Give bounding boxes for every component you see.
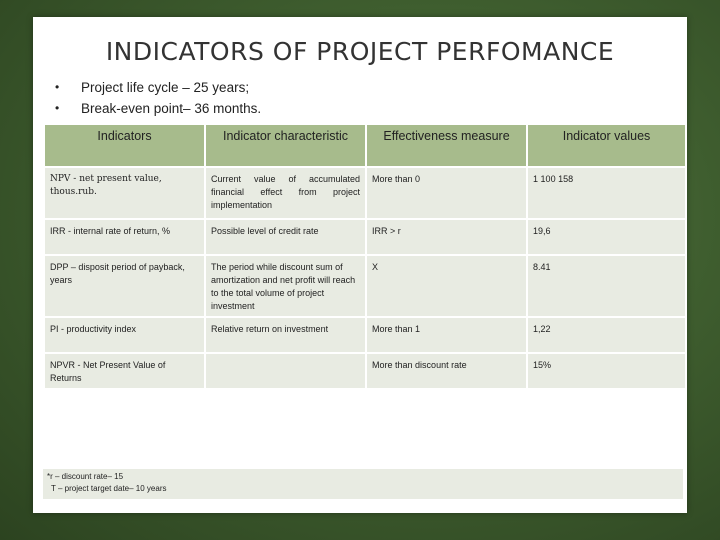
cell-measure: IRR > r	[367, 220, 527, 254]
table-row: NPVR - Net Present Value of Returns More…	[45, 354, 685, 388]
bullet-list: Project life cycle – 25 years; Break-eve…	[53, 77, 261, 119]
footnote: *r – discount rate– 15 T – project targe…	[43, 469, 683, 499]
header-values: Indicator values	[528, 125, 685, 166]
cell-value: 19,6	[528, 220, 685, 254]
cell-measure: More than discount rate	[367, 354, 527, 388]
cell-indicator: NPV - net present value, thous.rub.	[45, 168, 205, 218]
cell-value: 1 100 158	[528, 168, 685, 218]
header-indicators: Indicators	[45, 125, 205, 166]
indicators-table: Indicators Indicator characteristic Effe…	[43, 123, 687, 390]
bullet-break-even: Break-even point– 36 months.	[53, 98, 261, 119]
cell-indicator: IRR - internal rate of return, %	[45, 220, 205, 254]
header-measure: Effectiveness measure	[367, 125, 527, 166]
header-characteristic: Indicator characteristic	[206, 125, 366, 166]
footnote-discount-rate: *r – discount rate– 15	[47, 472, 124, 481]
cell-measure: Х	[367, 256, 527, 316]
cell-value: 15%	[528, 354, 685, 388]
cell-value: 1,22	[528, 318, 685, 352]
slide-title: INDICATORS OF PROJECT PERFOMANCE	[105, 37, 615, 66]
table-header-row: Indicators Indicator characteristic Effe…	[45, 125, 685, 166]
cell-characteristic: Relative return on investment	[206, 318, 366, 352]
table-row: PI - productivity index Relative return …	[45, 318, 685, 352]
cell-indicator: PI - productivity index	[45, 318, 205, 352]
cell-characteristic: The period while discount sum of amortiz…	[206, 256, 366, 316]
table-row: DPP – disposit period of payback, years …	[45, 256, 685, 316]
cell-value: 8.41	[528, 256, 685, 316]
cell-indicator: DPP – disposit period of payback, years	[45, 256, 205, 316]
cell-measure: More than 1	[367, 318, 527, 352]
cell-characteristic: Current value of accumulated financial e…	[206, 168, 366, 218]
cell-measure: More than 0	[367, 168, 527, 218]
footnote-target-date: T – project target date– 10 years	[51, 484, 167, 493]
table-row: IRR - internal rate of return, % Possibl…	[45, 220, 685, 254]
cell-characteristic	[206, 354, 366, 388]
cell-characteristic: Possible level of credit rate	[206, 220, 366, 254]
bullet-life-cycle: Project life cycle – 25 years;	[53, 77, 261, 98]
cell-indicator: NPVR - Net Present Value of Returns	[45, 354, 205, 388]
table-row: NPV - net present value, thous.rub. Curr…	[45, 168, 685, 218]
slide: INDICATORS OF PROJECT PERFOMANCE Project…	[33, 17, 687, 513]
